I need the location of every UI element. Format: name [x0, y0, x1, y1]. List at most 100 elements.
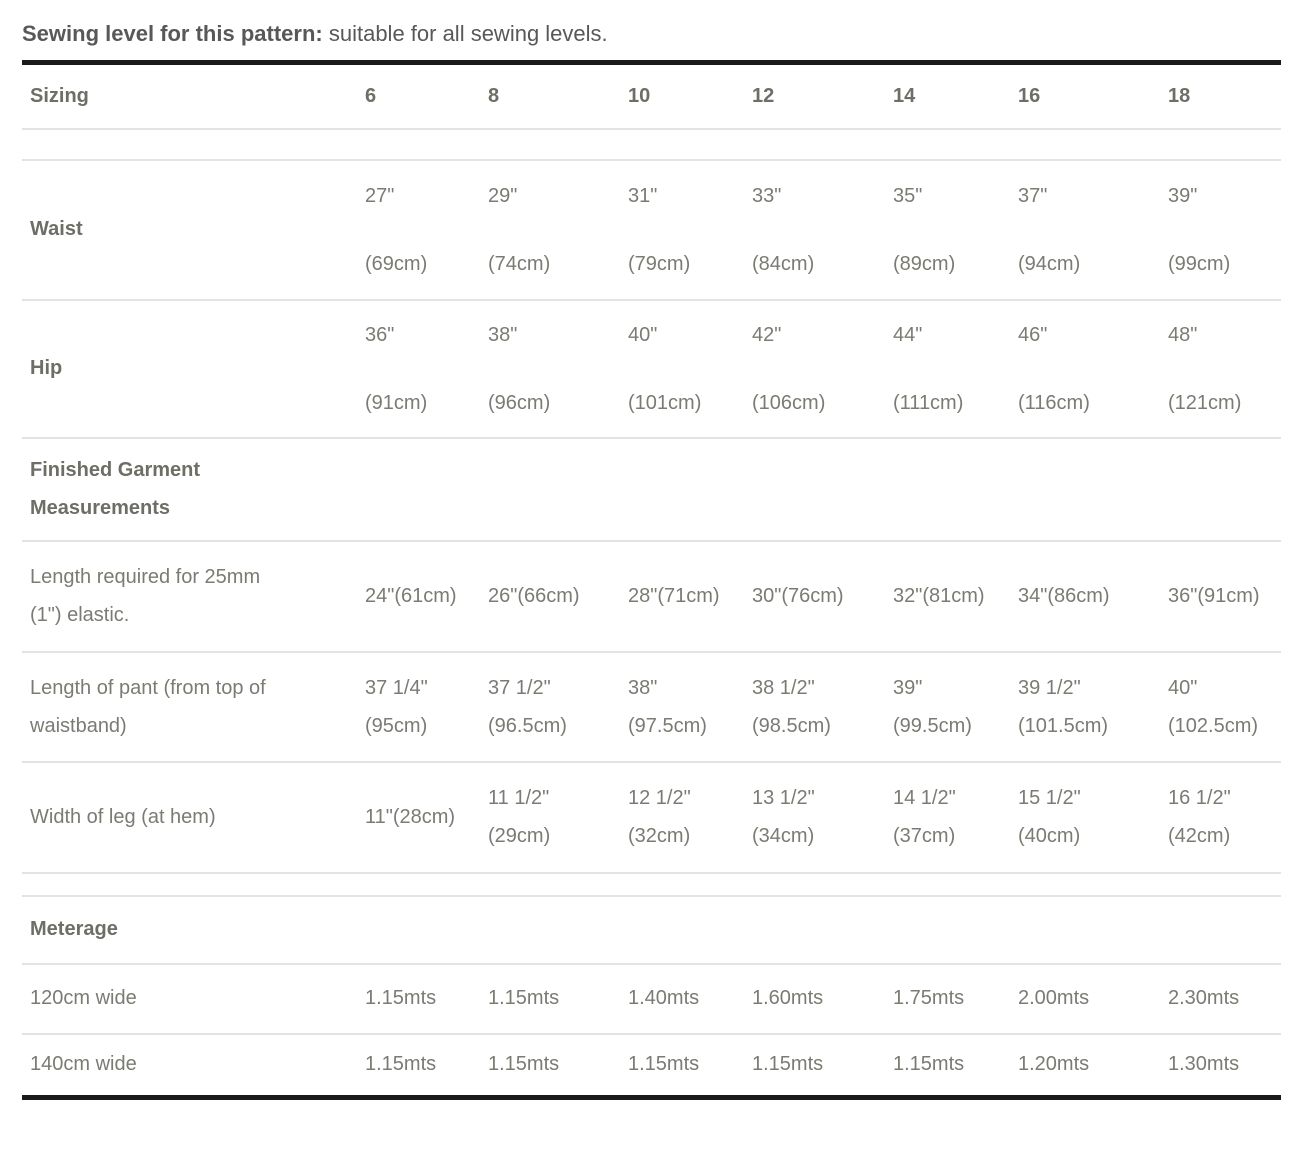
- meterage-140-cell: 1.30mts: [1168, 1053, 1240, 1076]
- meterage-120-cell: 1.15mts: [365, 987, 437, 1009]
- elastic-cell: 26"(66cm): [488, 584, 580, 607]
- waist-cm: (74cm): [488, 252, 551, 275]
- pant-length-cell: 37 1/4" (95cm): [357, 652, 480, 762]
- hip-cm: (111cm): [893, 391, 964, 414]
- size-header-14: 14: [893, 84, 916, 107]
- leg-width-cell: 11 1/2" (29cm): [480, 762, 620, 873]
- leg-inches: 16 1/2": [1168, 787, 1231, 809]
- elastic-cell: 24"(61cm): [365, 584, 457, 607]
- row-label-140cm: 140cm wide: [30, 1053, 137, 1076]
- waist-cell: 31" (79cm): [620, 160, 744, 300]
- meterage-140-cell: 1.15mts: [628, 1053, 700, 1076]
- pant-cm: (101.5cm): [1018, 714, 1109, 737]
- waist-inches: 35": [893, 184, 923, 207]
- waist-inches: 37": [1018, 184, 1048, 207]
- pant-inches: 38 1/2": [752, 676, 815, 699]
- waist-cm: (69cm): [365, 252, 428, 275]
- leg-width-cell: 13 1/2" (34cm): [744, 762, 885, 873]
- table-row-meterage: Meterage: [22, 896, 1281, 964]
- leg-inches: 14 1/2": [893, 787, 956, 809]
- spacer-row: [22, 129, 1281, 160]
- size-header-6: 6: [365, 84, 377, 107]
- meterage-140-cell: 1.15mts: [365, 1053, 437, 1076]
- leg-width-cell: 16 1/2" (42cm): [1160, 762, 1281, 873]
- row-label-120cm: 120cm wide: [30, 987, 137, 1009]
- pant-inches: 39 1/2": [1018, 676, 1081, 699]
- pant-length-cell: 38 1/2" (98.5cm): [744, 652, 885, 762]
- elastic-label-line1: Length required for 25mm: [30, 566, 261, 588]
- size-header-12: 12: [752, 84, 775, 107]
- sewing-level-text: suitable for all sewing levels.: [328, 21, 608, 46]
- table-row-sizing: Sizing 6 8 10 12 14 16 18: [22, 63, 1281, 129]
- hip-inches: 46": [1018, 323, 1048, 346]
- meterage-140-cell: 1.15mts: [488, 1053, 560, 1076]
- leg-cm: (40cm): [1018, 825, 1081, 847]
- elastic-cell: 36"(91cm): [1168, 584, 1260, 607]
- sizing-page: Sewing level for this pattern: suitable …: [22, 21, 1281, 1100]
- pant-cm: (102.5cm): [1168, 714, 1259, 737]
- finished-garment-line2: Measurements: [30, 497, 171, 519]
- waist-cm: (99cm): [1168, 252, 1231, 275]
- table-row-120cm-wide: 120cm wide 1.15mts 1.15mts 1.40mts 1.60m…: [22, 964, 1281, 1034]
- empty-cell: [885, 438, 1010, 541]
- hip-cm: (121cm): [1168, 391, 1242, 414]
- meterage-120-cell: 1.75mts: [893, 987, 965, 1009]
- leg-cm: (37cm): [893, 825, 956, 847]
- empty-cell: [885, 896, 1010, 964]
- waist-inches: 31": [628, 184, 658, 207]
- hip-inches: 48": [1168, 323, 1198, 346]
- elastic-label-line2: (1") elastic.: [30, 604, 130, 626]
- leg-cm: (42cm): [1168, 825, 1231, 847]
- hip-inches: 42": [752, 323, 782, 346]
- pant-length-label-line1: Length of pant (from top of: [30, 676, 266, 699]
- row-label-waist: Waist: [30, 218, 83, 240]
- pant-inches: 39": [893, 676, 923, 699]
- pant-cm: (96.5cm): [488, 714, 567, 737]
- hip-cell: 48" (121cm): [1160, 300, 1281, 438]
- waist-cell: 27" (69cm): [357, 160, 480, 300]
- waist-inches: 39": [1168, 184, 1198, 207]
- size-header-10: 10: [628, 84, 651, 107]
- table-row-finished-garment: Finished Garment Measurements: [22, 438, 1281, 541]
- pant-length-cell: 37 1/2" (96.5cm): [480, 652, 620, 762]
- empty-cell: [480, 896, 620, 964]
- row-label-elastic-length: Length required for 25mm (1") elastic.: [22, 541, 357, 652]
- row-label-finished-garment: Finished Garment Measurements: [22, 438, 357, 541]
- empty-cell: [357, 896, 480, 964]
- leg-cm: (34cm): [752, 825, 815, 847]
- spacer-row: [22, 873, 1281, 896]
- meterage-140-cell: 1.15mts: [752, 1053, 824, 1076]
- elastic-cell: 32"(81cm): [893, 584, 985, 607]
- pant-inches: 40": [1168, 676, 1198, 699]
- table-row-waist: Waist 27" (69cm) 29" (74cm) 31" (79cm) 3…: [22, 160, 1281, 300]
- leg-cm: (32cm): [628, 825, 691, 847]
- hip-cm: (91cm): [365, 391, 428, 414]
- leg-width-cell: 15 1/2" (40cm): [1010, 762, 1160, 873]
- pant-cm: (97.5cm): [628, 714, 707, 737]
- meterage-120-cell: 2.30mts: [1168, 987, 1240, 1009]
- leg-width-cell: 14 1/2" (37cm): [885, 762, 1010, 873]
- leg-width-cell: 11"(28cm): [365, 805, 456, 828]
- waist-cell: 33" (84cm): [744, 160, 885, 300]
- waist-cm: (89cm): [893, 252, 956, 275]
- waist-cell: 39" (99cm): [1160, 160, 1281, 300]
- sizing-table: Sizing 6 8 10 12 14 16 18 Waist 27" (69c…: [22, 60, 1281, 1100]
- table-row-pant-length: Length of pant (from top of waistband) 3…: [22, 652, 1281, 762]
- hip-cm: (106cm): [752, 391, 826, 414]
- pant-inches: 38": [628, 676, 658, 699]
- elastic-cell: 30"(76cm): [752, 584, 844, 607]
- size-header-18: 18: [1168, 84, 1191, 107]
- leg-width-cell: 12 1/2" (32cm): [620, 762, 744, 873]
- hip-cm: (96cm): [488, 391, 551, 414]
- meterage-120-cell: 1.40mts: [628, 987, 700, 1009]
- empty-cell: [620, 896, 744, 964]
- pant-cm: (99.5cm): [893, 714, 972, 737]
- hip-cell: 44" (111cm): [885, 300, 1010, 438]
- waist-inches: 33": [752, 184, 782, 207]
- waist-inches: 27": [365, 184, 395, 207]
- pant-inches: 37 1/2": [488, 676, 551, 699]
- waist-cell: 37" (94cm): [1010, 160, 1160, 300]
- finished-garment-line1: Finished Garment: [30, 459, 201, 481]
- sewing-level-label: Sewing level for this pattern:: [22, 21, 323, 46]
- waist-cm: (94cm): [1018, 252, 1081, 275]
